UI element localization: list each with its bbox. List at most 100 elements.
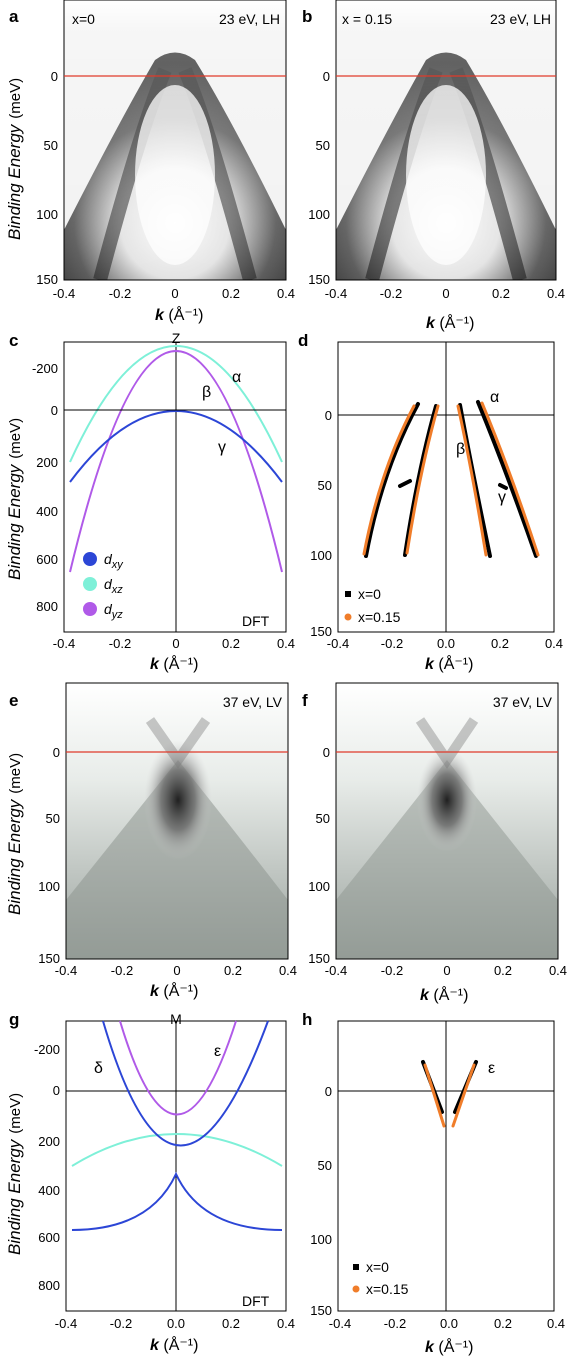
trace-x015 bbox=[405, 404, 440, 555]
y-axis-label-row1: Binding Energy(meV) bbox=[5, 78, 24, 240]
panel-a-arpes-image bbox=[64, 0, 286, 280]
y-tick: 150 bbox=[36, 272, 58, 287]
x-tick: 0.2 bbox=[224, 963, 242, 978]
legend-label: dxy bbox=[104, 551, 124, 571]
x-tick: 0 bbox=[442, 286, 449, 301]
panel-f-x-ticks: -0.4 -0.2 0 0.2 0.4 bbox=[325, 963, 567, 978]
trace-x0 bbox=[364, 402, 420, 558]
legend-marker bbox=[83, 602, 97, 616]
x-tick: -0.4 bbox=[55, 963, 77, 978]
x-tick: 0.2 bbox=[222, 286, 240, 301]
panel-a-photon-label: 23 eV, LH bbox=[219, 11, 280, 27]
y-tick: 200 bbox=[36, 455, 58, 470]
panel-letter-e: e bbox=[9, 691, 18, 710]
y-tick: 150 bbox=[310, 1303, 332, 1318]
panel-c: c Z α β γ DFT dxy dxz dyz -200 0 200 400… bbox=[9, 330, 295, 673]
trace-x015 bbox=[362, 404, 416, 556]
panel-h-legend: x=0 x=0.15 bbox=[352, 1259, 409, 1297]
x-tick: 0.2 bbox=[494, 963, 512, 978]
band-label-epsilon: ε bbox=[488, 1060, 495, 1077]
x-tick: -0.4 bbox=[55, 1316, 77, 1331]
dft-label: DFT bbox=[242, 613, 270, 629]
panel-e-x-ticks: -0.4 -0.2 0 0.2 0.4 bbox=[55, 963, 297, 978]
y-axis-label-row2: Binding Energy(meV) bbox=[5, 418, 24, 580]
y-tick: 0 bbox=[323, 69, 330, 84]
panel-h-y-ticks: 0 50 100 150 bbox=[310, 1084, 332, 1318]
y-tick: 100 bbox=[38, 879, 60, 894]
y-tick: 600 bbox=[38, 1230, 60, 1245]
panel-d-y-ticks: 0 50 100 150 bbox=[310, 408, 332, 639]
x-tick: -0.2 bbox=[111, 963, 133, 978]
band-dxz bbox=[69, 345, 283, 463]
y-tick: 150 bbox=[38, 951, 60, 966]
x-tick: 0.4 bbox=[547, 1316, 565, 1331]
panel-f-y-ticks: 0 50 100 150 bbox=[308, 745, 330, 966]
y-tick: -200 bbox=[34, 1042, 60, 1057]
panel-d-x-axis-label: k (Å⁻¹) bbox=[425, 654, 473, 673]
panel-b-x-ticks: -0.4 -0.2 0 0.2 0.4 bbox=[325, 286, 565, 301]
y-tick: 800 bbox=[38, 1278, 60, 1293]
band-label-alpha: α bbox=[232, 369, 241, 386]
y-tick: 800 bbox=[36, 599, 58, 614]
trace-x0 bbox=[398, 479, 412, 488]
panel-letter-h: h bbox=[302, 1010, 312, 1029]
y-tick: 0 bbox=[325, 1084, 332, 1099]
x-tick: 0.2 bbox=[492, 286, 510, 301]
trace-x015 bbox=[423, 1063, 446, 1128]
x-tick: -0.4 bbox=[53, 286, 75, 301]
panel-a-y-ticks: 0 50 100 150 bbox=[36, 69, 58, 287]
band-label-delta: δ bbox=[94, 1060, 103, 1077]
band-label-beta: β bbox=[456, 441, 465, 458]
trace-x0 bbox=[458, 403, 492, 558]
panel-a-doping-label: x=0 bbox=[72, 11, 95, 27]
panel-g-y-ticks: -200 0 200 400 600 800 bbox=[34, 1042, 60, 1293]
trace-x0 bbox=[403, 404, 438, 557]
panel-letter-g: g bbox=[9, 1010, 19, 1029]
band-dxz bbox=[71, 1133, 283, 1167]
panel-f-x-axis-label: k (Å⁻¹) bbox=[420, 985, 468, 1004]
x-tick: -0.2 bbox=[109, 636, 131, 651]
panel-h-x-axis-label: k (Å⁻¹) bbox=[425, 1337, 473, 1356]
y-tick: 50 bbox=[318, 1158, 332, 1173]
panel-f-arpes-image bbox=[336, 683, 558, 959]
y-tick: -200 bbox=[32, 361, 58, 376]
y-tick: 50 bbox=[316, 811, 330, 826]
legend-label: x=0.15 bbox=[366, 1281, 409, 1297]
y-tick: 100 bbox=[36, 207, 58, 222]
x-tick: 0.2 bbox=[494, 1316, 512, 1331]
x-tick: -0.2 bbox=[109, 286, 131, 301]
panel-e: e 37 eV, LV 0 50 100 150 -0.4 -0.2 0 0.2… bbox=[9, 682, 297, 1000]
y-tick: 150 bbox=[308, 951, 330, 966]
panel-f: f 37 eV, LV 0 50 100 150 -0.4 -0.2 0 0.2… bbox=[302, 682, 567, 1004]
x-tick: -0.4 bbox=[325, 286, 347, 301]
trace-x0 bbox=[498, 483, 508, 490]
y-tick: 200 bbox=[38, 1134, 60, 1149]
x-tick: 0.0 bbox=[437, 636, 455, 651]
band-label-epsilon: ε bbox=[214, 1043, 221, 1060]
legend-marker bbox=[83, 577, 97, 591]
band-dxy bbox=[69, 410, 283, 483]
panel-g: g M δ ε DFT -200 0 200 400 600 800 -0.4 … bbox=[9, 1010, 295, 1354]
trace-x015 bbox=[480, 401, 540, 557]
y-tick: 50 bbox=[44, 138, 58, 153]
legend-label: x=0 bbox=[366, 1259, 389, 1275]
x-tick: -0.4 bbox=[325, 963, 347, 978]
panel-b: b x = 0.15 23 eV, LH 0 50 100 150 -0.4 -… bbox=[302, 0, 565, 332]
panel-a-x-axis-label: k (Å⁻¹) bbox=[155, 305, 203, 324]
panel-c-x-ticks: -0.4 -0.2 0 0.2 0.4 bbox=[53, 636, 295, 651]
x-tick: 0 bbox=[171, 286, 178, 301]
band-dxy bbox=[102, 1020, 269, 1147]
x-tick: -0.2 bbox=[381, 636, 403, 651]
x-tick: 0.4 bbox=[279, 963, 297, 978]
x-tick: 0.2 bbox=[222, 636, 240, 651]
panel-d: d α β γ x=0 x=0.15 0 50 100 150 -0.4 -0.… bbox=[298, 331, 563, 673]
x-tick: 0.2 bbox=[222, 1316, 240, 1331]
legend-marker bbox=[344, 613, 352, 621]
legend-marker bbox=[352, 1285, 360, 1293]
panel-d-traces bbox=[362, 400, 540, 558]
panel-e-x-axis-label: k (Å⁻¹) bbox=[150, 981, 198, 1000]
panel-b-x-axis-label: k (Å⁻¹) bbox=[426, 313, 474, 332]
panel-h-traces bbox=[421, 1060, 478, 1128]
y-tick: 150 bbox=[310, 624, 332, 639]
panel-d-legend: x=0 x=0.15 bbox=[344, 586, 401, 625]
